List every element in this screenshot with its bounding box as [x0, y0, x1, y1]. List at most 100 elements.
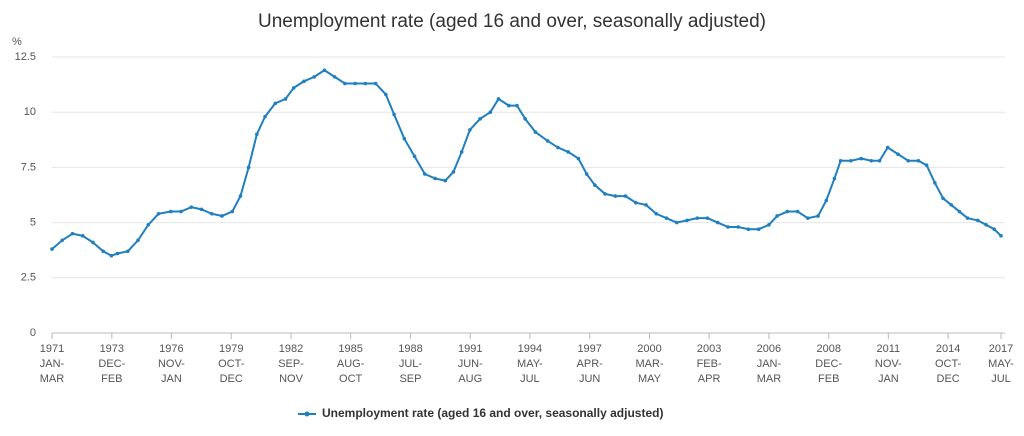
x-tick-label: MAR [757, 373, 782, 385]
x-tick-label: MAR- [635, 358, 663, 370]
point [496, 97, 501, 101]
point [613, 194, 618, 198]
legend-marker [304, 411, 310, 417]
point [705, 216, 710, 220]
x-tick-label: 2000 [637, 343, 661, 355]
point [353, 81, 357, 86]
point [674, 220, 679, 225]
point [109, 253, 114, 258]
y-unit: % [12, 36, 22, 48]
point [230, 209, 235, 214]
point [593, 183, 597, 187]
x-tick-label: 2011 [877, 343, 901, 355]
point [885, 145, 890, 150]
chart-title: Unemployment rate (aged 16 and over, sea… [258, 11, 766, 32]
point [933, 181, 937, 185]
x-tick-label: JUL- [399, 358, 423, 370]
x-tick-label: JAN [161, 373, 182, 385]
x-tick-label: JAN- [757, 358, 782, 370]
point [992, 227, 997, 232]
point [576, 156, 581, 161]
y-tick-label: 0 [30, 327, 36, 339]
point [523, 117, 527, 121]
point [849, 158, 853, 163]
x-tick-label: SEP- [278, 358, 304, 370]
point [363, 81, 368, 86]
x-tick-label: JAN [878, 373, 899, 385]
point [533, 130, 538, 134]
x-tick-label: NOV- [158, 358, 185, 370]
x-tick-label: 1982 [279, 343, 303, 355]
x-tick-label: 1994 [518, 343, 542, 355]
point [999, 234, 1003, 238]
x-tick-label: 2017 [989, 343, 1013, 355]
point [459, 150, 464, 154]
point [488, 110, 493, 114]
legend-label: Unemployment rate (aged 16 and over, sea… [322, 406, 663, 420]
point [824, 198, 829, 203]
point [263, 114, 267, 119]
point [433, 176, 437, 181]
point [169, 209, 173, 214]
x-tick-label: 1985 [338, 343, 362, 355]
point [623, 194, 628, 198]
point [877, 158, 882, 163]
x-tick-label: MAY- [988, 358, 1014, 370]
point [664, 216, 669, 220]
x-tick-label: 2003 [697, 343, 721, 355]
point [957, 209, 962, 214]
point [478, 117, 482, 121]
point [291, 86, 296, 90]
point [179, 209, 183, 214]
point [412, 154, 417, 159]
point [312, 75, 316, 79]
point [515, 103, 519, 108]
point [795, 209, 800, 214]
point [775, 214, 779, 218]
point [283, 97, 288, 101]
point [468, 128, 472, 132]
point [896, 152, 900, 156]
x-tick-label: OCT [339, 373, 363, 385]
x-tick-label: 2008 [816, 343, 840, 355]
x-tick-label: OCT- [218, 358, 245, 370]
x-tick-label: JUN- [458, 358, 483, 370]
x-tick-label: 2014 [936, 343, 960, 355]
x-tick-label: NOV- [875, 358, 902, 370]
x-tick-label: AUG- [337, 358, 365, 370]
point [566, 150, 570, 154]
x-tick-label: JUN [579, 373, 600, 385]
point [402, 136, 407, 141]
point [984, 223, 988, 227]
point [976, 218, 980, 223]
x-tick-label: AUG [458, 373, 482, 385]
point [816, 214, 820, 218]
x-tick-label: SEP [399, 373, 421, 385]
x-tick-label: MAY- [517, 358, 543, 370]
x-tick-label: 1971 [40, 343, 64, 355]
y-tick-label: 7.5 [21, 161, 36, 173]
point [644, 203, 648, 207]
point [136, 238, 140, 243]
x-tick-label: 1988 [398, 343, 422, 355]
point [859, 156, 863, 161]
point [715, 220, 720, 225]
point [633, 200, 638, 205]
x-tick-label: JUL [520, 373, 540, 385]
point [60, 238, 65, 243]
point [156, 211, 161, 216]
x-tick-label: 1976 [159, 343, 183, 355]
x-tick-label: JUL [991, 373, 1011, 385]
point [91, 240, 95, 245]
point [384, 92, 388, 97]
point [924, 163, 929, 167]
x-tick-label: FEB [101, 373, 122, 385]
point [726, 225, 730, 229]
point [949, 203, 954, 207]
point [545, 139, 550, 143]
point [965, 216, 970, 220]
point [603, 192, 607, 196]
point [756, 227, 761, 232]
x-tick-label: DEC- [815, 358, 842, 370]
